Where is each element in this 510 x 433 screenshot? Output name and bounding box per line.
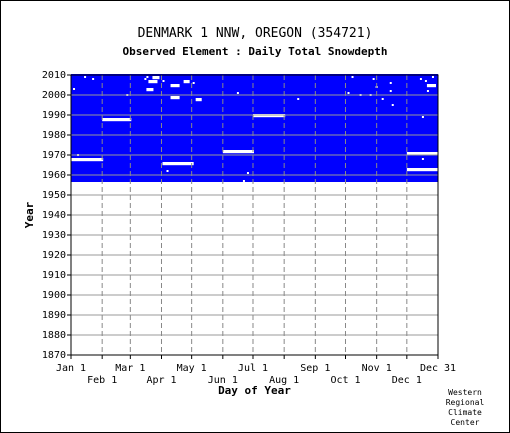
missing-segment — [170, 96, 180, 100]
x-tick-label: Dec 31 — [420, 363, 456, 374]
chart-subtitle: Observed Element : Daily Total Snowdepth — [122, 45, 388, 58]
y-tick-label: 2010 — [42, 70, 66, 81]
y-tick-label: 1930 — [42, 230, 66, 241]
y-tick-label: 1870 — [42, 350, 66, 361]
observed-data-block — [71, 74, 438, 182]
credit-block: Western Regional Climate Center — [435, 388, 495, 428]
missing-segment — [195, 98, 202, 102]
missing-day — [146, 76, 149, 78]
missing-segment — [426, 84, 436, 88]
missing-segment — [222, 150, 254, 154]
missing-day — [297, 98, 300, 100]
missing-day — [144, 78, 147, 80]
y-tick-label: 1920 — [42, 250, 66, 261]
x-tick-label: Apr 1 — [146, 375, 176, 386]
y-tick-label: 1900 — [42, 290, 66, 301]
missing-segment — [406, 152, 438, 156]
missing-segment — [71, 184, 240, 188]
missing-day — [431, 76, 434, 78]
y-axis-label: Year — [23, 201, 36, 228]
missing-day — [73, 88, 76, 90]
y-tick-label: 1950 — [42, 190, 66, 201]
missing-segment — [183, 80, 190, 84]
y-tick-label: 1890 — [42, 310, 66, 321]
x-tick-label: Dec 1 — [392, 375, 422, 386]
x-tick-label: Aug 1 — [269, 375, 299, 386]
missing-day — [236, 92, 239, 94]
missing-day — [166, 170, 169, 172]
missing-segment — [240, 184, 438, 188]
missing-day — [192, 82, 195, 84]
x-tick-label: May 1 — [177, 363, 207, 374]
x-axis-label: Day of Year — [218, 384, 291, 397]
credit-line: Center — [450, 418, 480, 427]
missing-segment — [148, 80, 158, 84]
x-tick-label: Oct 1 — [330, 375, 360, 386]
missing-segment — [170, 84, 180, 88]
missing-day — [242, 180, 245, 182]
x-tick-label: Sep 1 — [300, 363, 330, 374]
x-tick-label: Jan 1 — [56, 363, 86, 374]
missing-day — [84, 76, 87, 78]
missing-day — [421, 158, 424, 160]
y-tick-label: 1960 — [42, 170, 66, 181]
missing-day — [246, 172, 249, 174]
y-tick-label: 1880 — [42, 330, 66, 341]
missing-segment — [406, 168, 438, 172]
missing-segment — [71, 158, 104, 162]
y-tick-label: 1970 — [42, 150, 66, 161]
missing-day — [426, 90, 429, 92]
missing-segment — [152, 76, 160, 80]
chart-title: DENMARK 1 NNW, OREGON (354721) — [137, 26, 373, 41]
x-tick-label: Jul 1 — [238, 363, 268, 374]
y-tick-label: 1940 — [42, 210, 66, 221]
x-tick-label: Nov 1 — [362, 363, 392, 374]
missing-day — [372, 78, 375, 80]
missing-day — [92, 78, 95, 80]
missing-segment — [252, 114, 286, 118]
missing-segment — [162, 162, 194, 166]
missing-day — [419, 78, 422, 80]
credit-line: Western — [448, 388, 482, 397]
x-tick-label: Jun 1 — [208, 375, 238, 386]
x-tick-label: Mar 1 — [115, 363, 145, 374]
missing-day — [381, 98, 384, 100]
missing-day — [162, 80, 165, 82]
missing-day — [421, 116, 424, 118]
missing-day — [391, 104, 394, 106]
credit-line: Regional — [445, 398, 485, 407]
missing-day — [424, 80, 427, 82]
missing-day — [389, 90, 392, 92]
missing-day — [351, 76, 354, 78]
x-tick-label: Feb 1 — [87, 375, 117, 386]
missing-day — [347, 92, 350, 94]
credit-line: Climate — [448, 408, 482, 417]
y-tick-label: 1990 — [42, 110, 66, 121]
missing-day — [389, 82, 392, 84]
y-tick-label: 1910 — [42, 270, 66, 281]
y-tick-label: 1980 — [42, 130, 66, 141]
missing-segment — [146, 88, 154, 92]
y-tick-label: 2000 — [42, 90, 66, 101]
missing-segment — [102, 118, 132, 122]
